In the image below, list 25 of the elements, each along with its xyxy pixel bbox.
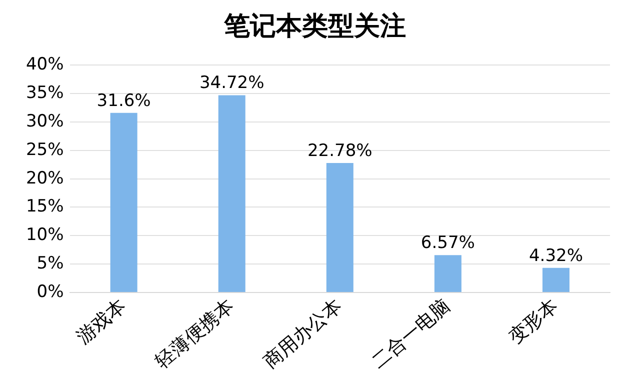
chart-title: 笔记本类型关注 [223, 11, 406, 42]
y-tick-label: 20% [26, 168, 64, 188]
y-tick-label: 40% [26, 54, 64, 75]
y-tick-label: 15% [26, 196, 64, 217]
bar [542, 268, 570, 292]
bar [434, 255, 462, 292]
bar [326, 163, 354, 292]
y-tick-label: 30% [26, 111, 64, 132]
data-label: 34.72% [199, 73, 264, 94]
x-tick-label: 商用办公本 [259, 294, 346, 373]
x-tick-label: 二合一电脑 [367, 294, 454, 373]
data-label: 4.32% [528, 246, 583, 266]
y-tick-label: 10% [26, 225, 64, 246]
y-tick-label: 5% [36, 253, 64, 274]
x-tick-label: 变形本 [504, 294, 562, 348]
data-label: 31.6% [96, 90, 151, 111]
data-label: 22.78% [307, 140, 372, 161]
y-tick-label: 25% [26, 140, 64, 160]
x-tick-label: 轻薄便携本 [151, 294, 238, 373]
data-label: 6.57% [420, 233, 475, 254]
bar [110, 112, 138, 292]
x-tick-label: 游戏本 [72, 294, 130, 348]
bar [218, 95, 246, 292]
y-tick-label: 0% [36, 282, 64, 302]
y-tick-label: 35% [26, 83, 64, 104]
